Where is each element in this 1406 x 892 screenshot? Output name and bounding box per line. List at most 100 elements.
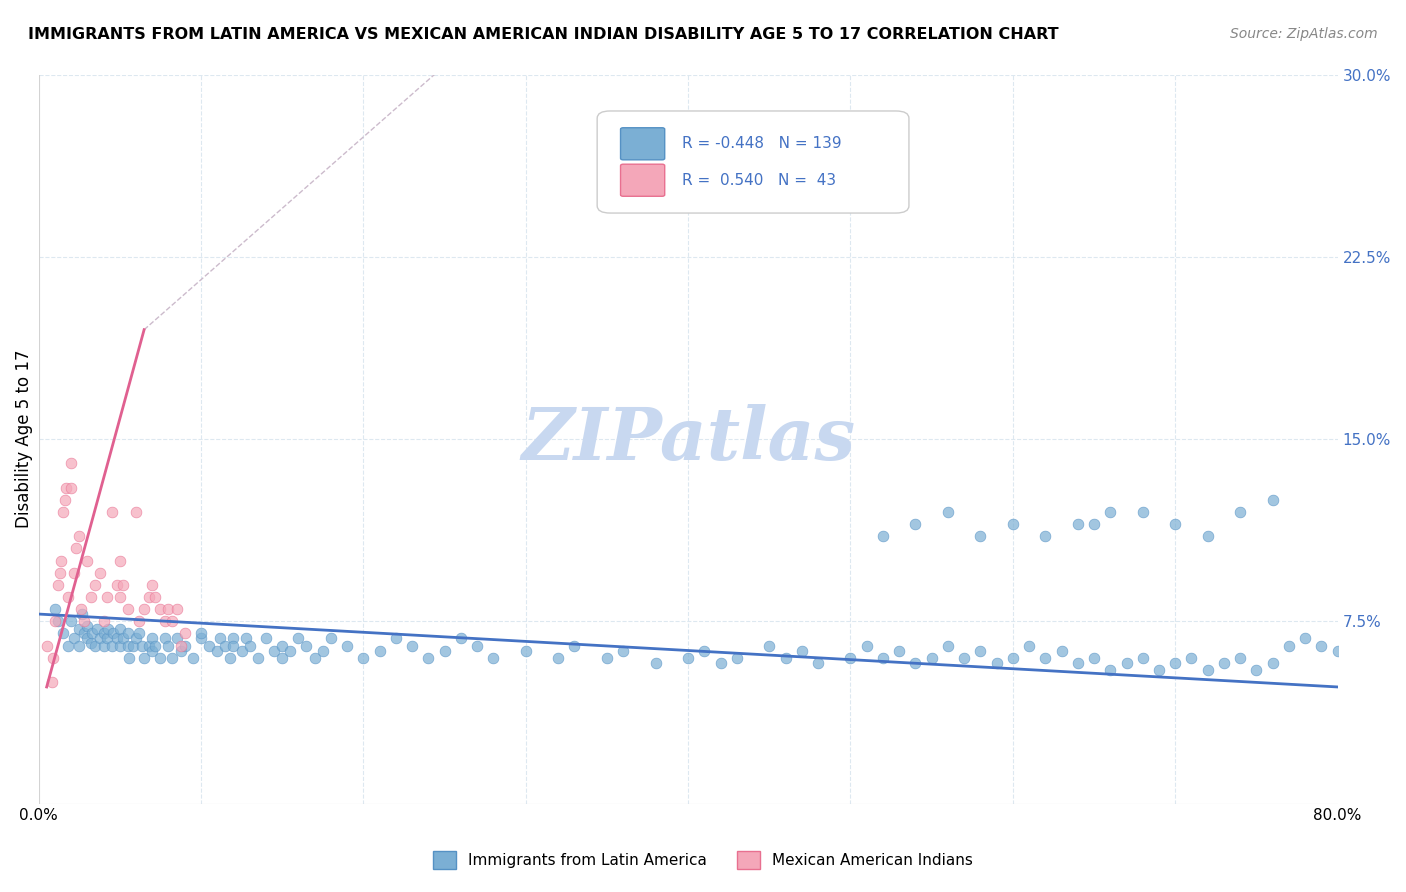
Legend: Immigrants from Latin America, Mexican American Indians: Immigrants from Latin America, Mexican A… [426, 845, 980, 875]
Immigrants from Latin America [385, 632, 408, 646]
Mexican American Indians [117, 602, 139, 616]
Immigrants from Latin America [181, 650, 204, 665]
Immigrants from Latin America [1246, 663, 1268, 677]
Immigrants from Latin America [105, 632, 128, 646]
Mexican American Indians [160, 615, 183, 629]
Immigrants from Latin America [465, 639, 488, 653]
Immigrants from Latin America [1229, 650, 1251, 665]
Immigrants from Latin America [352, 650, 374, 665]
Immigrants from Latin America [157, 639, 180, 653]
Immigrants from Latin America [482, 650, 505, 665]
Immigrants from Latin America [304, 650, 326, 665]
Immigrants from Latin America [1261, 492, 1284, 507]
Mexican American Indians [76, 553, 98, 567]
Immigrants from Latin America [131, 639, 153, 653]
Y-axis label: Disability Age 5 to 17: Disability Age 5 to 17 [15, 350, 32, 528]
Immigrants from Latin America [235, 632, 257, 646]
Immigrants from Latin America [1033, 529, 1056, 543]
Immigrants from Latin America [100, 639, 122, 653]
Mexican American Indians [157, 602, 180, 616]
Immigrants from Latin America [1099, 505, 1122, 519]
Mexican American Indians [93, 615, 115, 629]
Immigrants from Latin America [73, 626, 96, 640]
Immigrants from Latin America [1310, 639, 1333, 653]
Immigrants from Latin America [368, 643, 391, 657]
Immigrants from Latin America [953, 650, 976, 665]
Immigrants from Latin America [676, 650, 699, 665]
Immigrants from Latin America [117, 639, 139, 653]
Mexican American Indians [166, 602, 188, 616]
Mexican American Indians [170, 639, 193, 653]
Immigrants from Latin America [936, 505, 959, 519]
Immigrants from Latin America [271, 650, 294, 665]
Immigrants from Latin America [986, 656, 1008, 670]
Immigrants from Latin America [1213, 656, 1236, 670]
Immigrants from Latin America [1326, 643, 1348, 657]
Immigrants from Latin America [86, 622, 108, 636]
Immigrants from Latin America [222, 639, 245, 653]
Immigrants from Latin America [1132, 505, 1154, 519]
Immigrants from Latin America [904, 656, 927, 670]
Immigrants from Latin America [807, 656, 830, 670]
Mexican American Indians [155, 615, 177, 629]
Immigrants from Latin America [84, 639, 107, 653]
Mexican American Indians [48, 566, 70, 580]
Mexican American Indians [35, 639, 58, 653]
FancyBboxPatch shape [620, 164, 665, 196]
Immigrants from Latin America [108, 639, 131, 653]
Immigrants from Latin America [790, 643, 813, 657]
Mexican American Indians [79, 590, 101, 604]
Immigrants from Latin America [1164, 656, 1187, 670]
Immigrants from Latin America [170, 643, 193, 657]
Immigrants from Latin America [855, 639, 877, 653]
Immigrants from Latin America [547, 650, 569, 665]
Immigrants from Latin America [145, 639, 167, 653]
Immigrants from Latin America [709, 656, 731, 670]
Immigrants from Latin America [1001, 650, 1024, 665]
Immigrants from Latin America [1001, 517, 1024, 532]
Immigrants from Latin America [1033, 650, 1056, 665]
Mexican American Indians [73, 615, 96, 629]
Immigrants from Latin America [418, 650, 440, 665]
Immigrants from Latin America [515, 643, 537, 657]
Mexican American Indians [44, 615, 66, 629]
Immigrants from Latin America [89, 632, 111, 646]
Immigrants from Latin America [111, 632, 134, 646]
Immigrants from Latin America [612, 643, 634, 657]
Immigrants from Latin America [278, 643, 301, 657]
Mexican American Indians [128, 615, 150, 629]
Mexican American Indians [84, 578, 107, 592]
Immigrants from Latin America [125, 632, 148, 646]
Immigrants from Latin America [254, 632, 277, 646]
Immigrants from Latin America [205, 643, 228, 657]
Immigrants from Latin America [76, 632, 98, 646]
Immigrants from Latin America [936, 639, 959, 653]
Immigrants from Latin America [969, 529, 991, 543]
Immigrants from Latin America [758, 639, 780, 653]
Immigrants from Latin America [44, 602, 66, 616]
Immigrants from Latin America [108, 622, 131, 636]
Immigrants from Latin America [1099, 663, 1122, 677]
Mexican American Indians [42, 650, 65, 665]
Immigrants from Latin America [46, 615, 69, 629]
Immigrants from Latin America [921, 650, 943, 665]
Immigrants from Latin America [1180, 650, 1202, 665]
Immigrants from Latin America [1164, 517, 1187, 532]
Mexican American Indians [100, 505, 122, 519]
Immigrants from Latin America [72, 607, 94, 621]
Immigrants from Latin America [263, 643, 285, 657]
Mexican American Indians [173, 626, 195, 640]
Immigrants from Latin America [239, 639, 262, 653]
Mexican American Indians [52, 505, 75, 519]
Immigrants from Latin America [693, 643, 716, 657]
Immigrants from Latin America [1261, 656, 1284, 670]
Mexican American Indians [63, 566, 86, 580]
FancyBboxPatch shape [620, 128, 665, 160]
Immigrants from Latin America [141, 632, 163, 646]
Mexican American Indians [141, 578, 163, 592]
Immigrants from Latin America [1115, 656, 1137, 670]
Text: R =  0.540   N =  43: R = 0.540 N = 43 [682, 173, 835, 187]
Mexican American Indians [65, 541, 87, 556]
Text: R = -0.448   N = 139: R = -0.448 N = 139 [682, 136, 841, 152]
Mexican American Indians [111, 578, 134, 592]
